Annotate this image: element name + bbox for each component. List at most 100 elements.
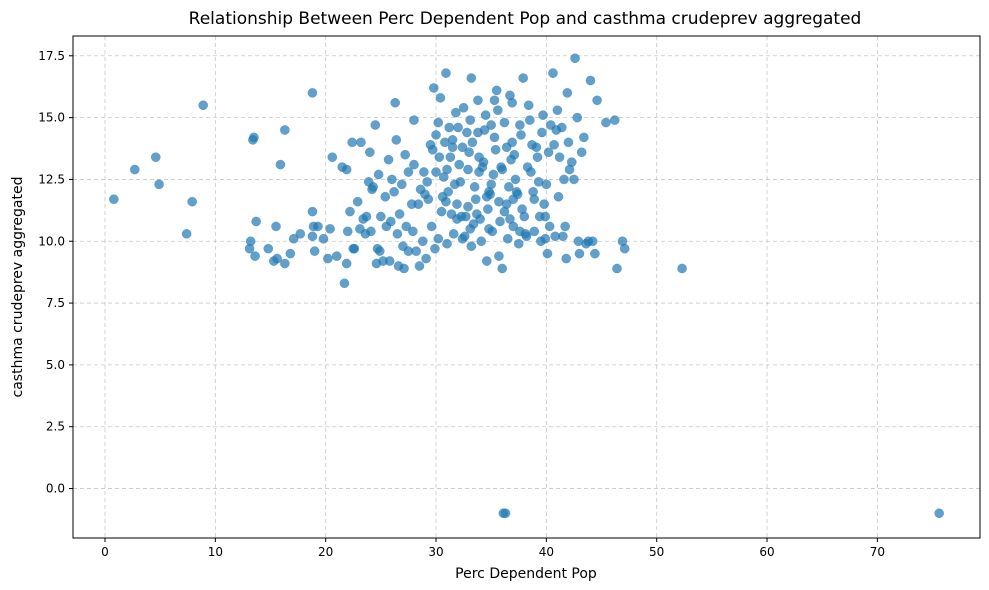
data-point bbox=[553, 191, 564, 202]
data-point bbox=[342, 226, 353, 237]
data-point bbox=[541, 179, 552, 190]
data-point bbox=[409, 159, 419, 170]
data-point bbox=[443, 186, 454, 197]
data-point bbox=[263, 243, 274, 254]
data-point bbox=[331, 251, 342, 261]
y-tick-label: 10.0 bbox=[38, 234, 65, 248]
data-point bbox=[438, 172, 449, 182]
data-point bbox=[548, 68, 558, 78]
data-point bbox=[441, 68, 451, 78]
data-point bbox=[526, 167, 536, 177]
x-tick-label: 10 bbox=[208, 545, 223, 559]
data-point bbox=[544, 221, 555, 232]
data-point bbox=[280, 125, 290, 135]
data-point bbox=[198, 100, 209, 111]
data-point bbox=[501, 142, 512, 153]
y-tick-label: 15.0 bbox=[38, 111, 65, 125]
data-point bbox=[352, 196, 363, 207]
data-point bbox=[502, 233, 513, 244]
data-point bbox=[419, 167, 429, 177]
data-point bbox=[307, 206, 318, 217]
data-point bbox=[448, 228, 459, 239]
y-tick-label: 12.5 bbox=[38, 172, 65, 186]
data-point bbox=[469, 181, 480, 192]
plot-frame bbox=[72, 35, 981, 539]
data-point bbox=[560, 221, 570, 232]
data-point bbox=[250, 251, 260, 261]
x-tick-label: 70 bbox=[870, 545, 885, 559]
data-point bbox=[356, 137, 366, 148]
data-point bbox=[457, 142, 468, 153]
data-point bbox=[510, 174, 521, 185]
data-point bbox=[414, 261, 425, 271]
data-point bbox=[477, 162, 488, 172]
data-point bbox=[484, 224, 494, 234]
data-point bbox=[537, 127, 547, 138]
data-point bbox=[389, 186, 399, 197]
x-tick-label: 50 bbox=[649, 545, 664, 559]
data-point bbox=[474, 152, 484, 163]
data-point bbox=[187, 196, 198, 207]
data-point bbox=[364, 147, 375, 158]
data-point bbox=[491, 85, 502, 96]
data-point bbox=[486, 179, 497, 190]
chart-title: Relationship Between Perc Dependent Pop … bbox=[189, 9, 862, 29]
data-point bbox=[447, 135, 458, 145]
y-tick-label: 0.0 bbox=[46, 482, 65, 496]
data-point bbox=[521, 231, 532, 242]
data-point bbox=[422, 177, 433, 187]
x-tick-label: 40 bbox=[539, 545, 554, 559]
data-point bbox=[347, 137, 358, 148]
data-point bbox=[327, 152, 338, 163]
data-point bbox=[341, 258, 352, 269]
data-point bbox=[471, 209, 482, 219]
data-point bbox=[563, 137, 574, 148]
data-point bbox=[532, 152, 543, 163]
data-point bbox=[463, 201, 473, 212]
data-point bbox=[392, 228, 403, 239]
data-point bbox=[394, 209, 405, 219]
data-point bbox=[495, 216, 505, 227]
data-point bbox=[570, 53, 580, 64]
data-point bbox=[500, 508, 511, 519]
data-point bbox=[288, 233, 299, 244]
data-point bbox=[426, 221, 437, 232]
data-point bbox=[464, 147, 474, 158]
data-point bbox=[465, 115, 476, 125]
data-point bbox=[518, 73, 529, 83]
data-point bbox=[383, 154, 394, 165]
data-point bbox=[251, 216, 262, 227]
data-point bbox=[483, 204, 493, 214]
data-point bbox=[150, 152, 161, 163]
data-point bbox=[391, 135, 402, 145]
x-tick-label: 0 bbox=[101, 545, 109, 559]
data-point bbox=[363, 177, 374, 187]
data-point bbox=[341, 164, 352, 175]
data-point bbox=[413, 199, 424, 210]
data-point bbox=[479, 125, 490, 135]
data-point bbox=[473, 95, 483, 106]
scatter-points bbox=[108, 53, 945, 519]
data-point bbox=[271, 221, 281, 232]
data-point bbox=[339, 278, 350, 289]
data-point bbox=[497, 263, 508, 274]
data-point bbox=[396, 179, 407, 190]
data-point bbox=[385, 216, 396, 227]
data-point bbox=[325, 224, 335, 234]
data-point bbox=[458, 102, 469, 113]
data-point bbox=[492, 105, 503, 116]
data-point bbox=[506, 154, 516, 165]
data-point bbox=[434, 152, 445, 163]
data-point bbox=[569, 174, 579, 185]
data-point bbox=[499, 117, 510, 128]
data-point bbox=[559, 174, 569, 185]
data-point bbox=[934, 508, 945, 519]
data-point bbox=[609, 115, 620, 125]
data-point bbox=[489, 95, 500, 106]
data-point bbox=[552, 105, 563, 116]
data-point bbox=[515, 120, 525, 130]
data-point bbox=[505, 214, 515, 224]
data-point bbox=[249, 132, 259, 143]
data-point bbox=[601, 117, 611, 128]
